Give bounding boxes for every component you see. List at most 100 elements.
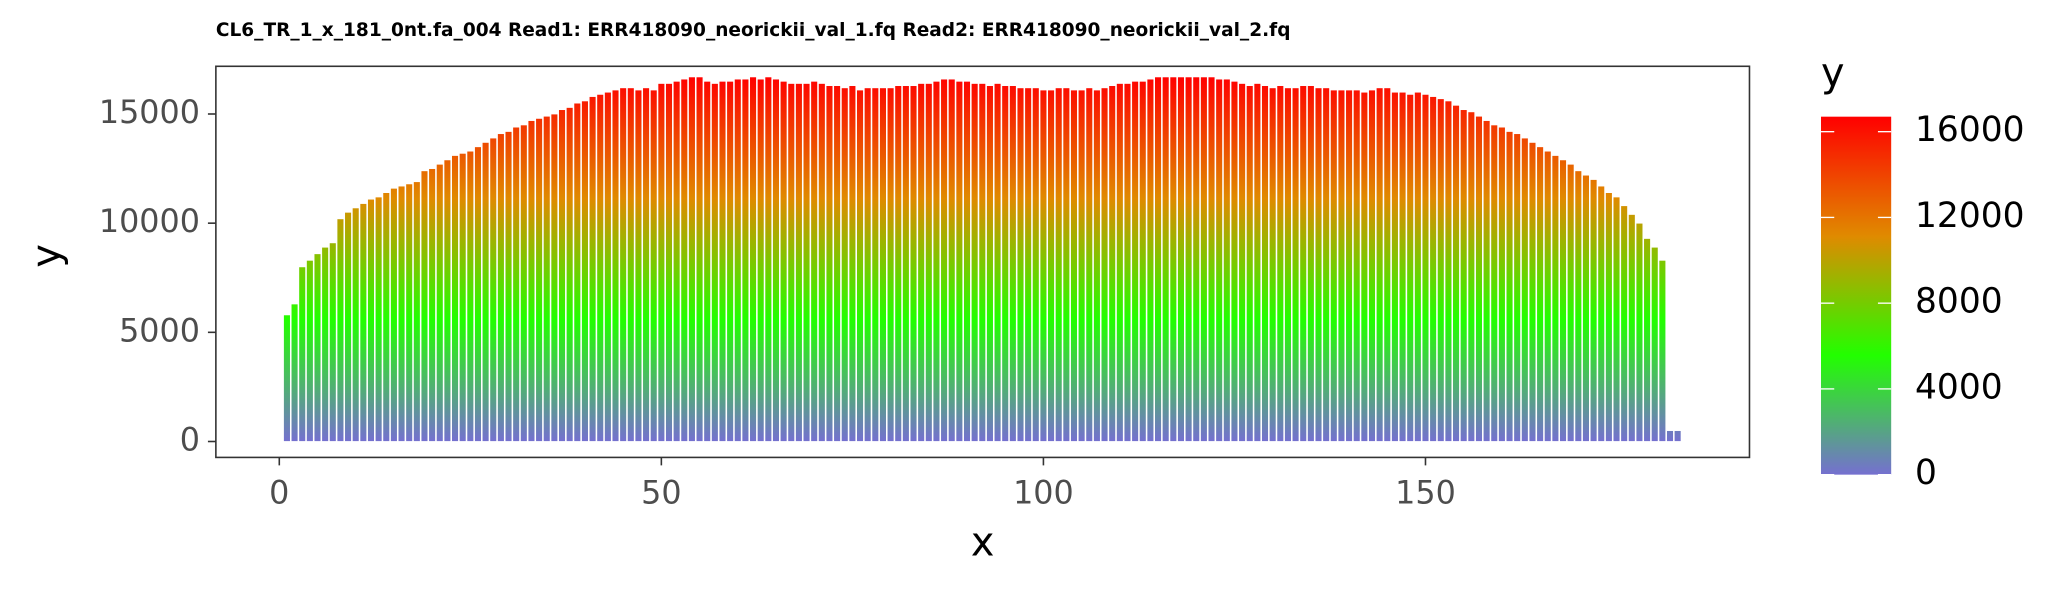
bar xyxy=(1115,83,1124,442)
bar xyxy=(695,76,704,442)
bar xyxy=(512,126,521,442)
bar xyxy=(382,192,391,442)
bar xyxy=(1574,170,1583,442)
bar xyxy=(1222,78,1231,442)
bar xyxy=(649,89,658,442)
bar xyxy=(1291,87,1300,442)
bar xyxy=(665,83,673,442)
bar xyxy=(703,80,712,442)
bar xyxy=(1368,89,1376,442)
bar xyxy=(1062,87,1071,442)
bar xyxy=(1284,87,1292,442)
bar xyxy=(1077,89,1086,442)
bar xyxy=(825,85,834,442)
bar xyxy=(489,137,498,442)
bar xyxy=(1352,89,1361,442)
bar xyxy=(1123,83,1132,442)
bar xyxy=(1658,259,1667,442)
bar xyxy=(688,76,696,442)
bar xyxy=(527,120,536,442)
x-tick-label: 150 xyxy=(1395,475,1456,512)
bar xyxy=(863,87,872,442)
bar xyxy=(634,89,643,442)
bar xyxy=(1337,89,1346,442)
bar xyxy=(833,85,841,442)
bar xyxy=(1627,214,1636,442)
x-tick-label: 100 xyxy=(1013,475,1074,512)
bar xyxy=(1391,91,1399,442)
bar xyxy=(1566,163,1575,442)
chart-title: CL6_TR_1_x_181_0nt.fa_004 Read1: ERR4180… xyxy=(216,20,1291,41)
bar xyxy=(481,141,490,442)
bar xyxy=(1100,87,1109,442)
bar xyxy=(397,185,406,442)
bar xyxy=(1666,430,1674,442)
bar xyxy=(993,83,1002,442)
bar xyxy=(1154,76,1162,442)
bar xyxy=(1146,78,1155,442)
x-axis-label: x xyxy=(971,519,995,565)
bar xyxy=(726,80,734,442)
bar xyxy=(1452,104,1460,442)
bar xyxy=(871,87,880,442)
bar xyxy=(519,124,528,442)
y-tick-label: 15000 xyxy=(99,94,200,131)
bar xyxy=(313,253,322,442)
bar xyxy=(504,131,513,442)
bar xyxy=(428,168,436,442)
colorbar-tick-label: 4000 xyxy=(1915,367,2003,407)
bar xyxy=(1467,111,1476,442)
bar xyxy=(1307,85,1315,442)
bar xyxy=(1360,91,1369,442)
bar xyxy=(1085,87,1094,442)
bar xyxy=(1322,87,1330,442)
bar xyxy=(458,152,467,442)
bar xyxy=(420,170,429,442)
bar xyxy=(1299,85,1308,442)
bar xyxy=(1276,85,1285,442)
colorbar-tick-label: 8000 xyxy=(1915,282,2003,322)
bar xyxy=(711,83,719,442)
bar xyxy=(1482,120,1491,442)
bar xyxy=(909,85,918,442)
bar xyxy=(917,83,925,442)
bar xyxy=(336,218,345,442)
bar xyxy=(581,100,589,442)
bar xyxy=(1643,238,1651,442)
bar xyxy=(856,89,864,442)
bar xyxy=(1253,83,1262,442)
bar xyxy=(1161,76,1170,442)
bar xyxy=(970,83,979,442)
bar xyxy=(451,155,459,442)
bar xyxy=(596,93,605,442)
x-tick-label: 0 xyxy=(269,475,289,512)
bar xyxy=(795,83,803,442)
panel-border xyxy=(215,65,1751,459)
bar xyxy=(940,78,948,442)
bar xyxy=(1215,78,1224,442)
bar xyxy=(1016,87,1025,442)
bar xyxy=(497,133,505,442)
bar xyxy=(1009,85,1017,442)
bar xyxy=(1245,85,1254,442)
bar xyxy=(328,242,337,442)
bar xyxy=(1200,76,1208,442)
bar xyxy=(1605,192,1613,442)
bar xyxy=(955,80,964,442)
bar xyxy=(558,109,566,442)
bar xyxy=(588,96,597,442)
bar xyxy=(680,78,689,442)
bar xyxy=(1635,222,1644,442)
bar xyxy=(1070,89,1078,442)
bar xyxy=(764,76,773,442)
bar xyxy=(1108,85,1117,442)
bar xyxy=(1001,85,1010,442)
bar xyxy=(367,198,375,442)
bar xyxy=(351,207,360,442)
bar xyxy=(1490,124,1499,442)
bar xyxy=(787,83,796,442)
colorbar xyxy=(1820,116,1892,475)
bar xyxy=(1498,126,1506,442)
bar xyxy=(1138,80,1147,442)
